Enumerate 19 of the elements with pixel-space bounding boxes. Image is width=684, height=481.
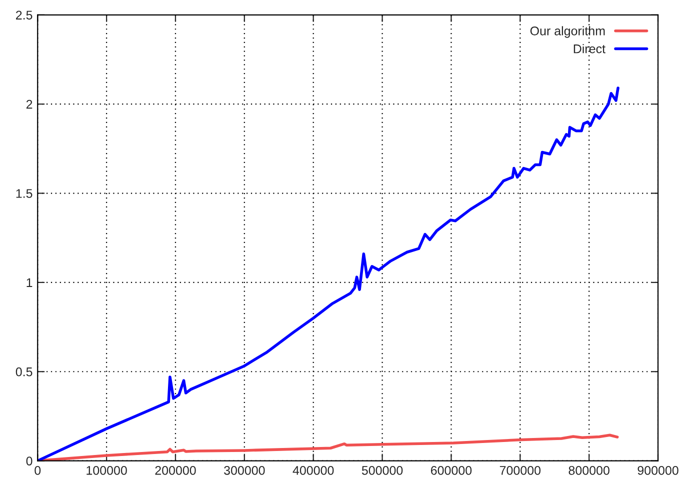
x-tick-label: 900000 xyxy=(638,466,678,475)
x-tick-label: 700000 xyxy=(500,466,541,475)
y-tick-label: 1 xyxy=(26,278,32,287)
y-tick-label: 0 xyxy=(26,456,32,466)
x-tick-label: 200000 xyxy=(155,466,196,475)
y-tick-label: 1.5 xyxy=(16,189,32,198)
legend-label: Our algorithm xyxy=(530,26,605,38)
legend-label: Direct xyxy=(574,44,606,54)
y-tick-label: 2 xyxy=(26,100,32,109)
x-tick-label: 500000 xyxy=(362,466,403,475)
x-tick-label: 400000 xyxy=(292,466,334,475)
y-tick-label: 2.5 xyxy=(16,10,32,20)
x-tick-label: 100000 xyxy=(86,466,127,475)
x-tick-label: 300000 xyxy=(224,466,265,475)
x-tick-label: 600000 xyxy=(430,466,472,475)
x-tick-label: 0 xyxy=(34,466,41,475)
y-tick-label: 0.5 xyxy=(16,367,32,376)
x-tick-label: 800000 xyxy=(568,466,610,475)
line-series xyxy=(38,86,620,461)
